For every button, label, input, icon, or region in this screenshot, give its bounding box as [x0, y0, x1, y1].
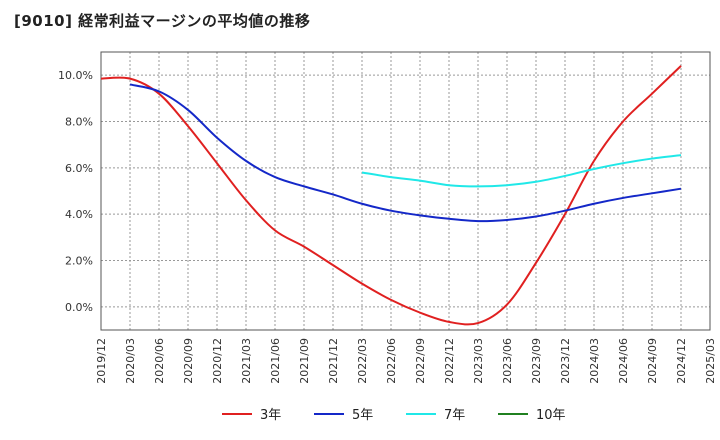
x-tick-label: 2022/03 — [356, 338, 369, 384]
x-tick-label: 2021/09 — [298, 338, 311, 384]
x-tick-label: 2020/03 — [124, 338, 137, 384]
y-tick-label: 4.0% — [65, 208, 93, 221]
x-tick-label: 2024/12 — [675, 338, 688, 384]
series-line-1 — [100, 65, 682, 326]
x-tick-label: 2022/12 — [443, 338, 456, 384]
y-axis: 0.0% 2.0% 4.0% 6.0% 8.0% 10.0% — [58, 69, 93, 314]
y-tick-label: 8.0% — [65, 116, 93, 129]
y-tick-label: 6.0% — [65, 162, 93, 175]
legend-label-2: 5年 — [352, 408, 373, 423]
x-tick-label: 2025/03 — [704, 338, 717, 384]
x-tick-label: 2021/12 — [327, 338, 340, 384]
x-tick-label: 2023/12 — [559, 338, 572, 384]
y-tick-label: 2.0% — [65, 255, 93, 268]
x-tick-label: 2021/03 — [240, 338, 253, 384]
series-line-3 — [361, 154, 682, 188]
x-tick-label: 2024/09 — [646, 338, 659, 384]
chart-title: [9010] 経常利益マージンの平均値の推移 — [14, 12, 311, 30]
series-lines — [100, 65, 682, 326]
grid-lines — [100, 52, 711, 330]
plot-area-frame — [100, 51, 711, 331]
legend: 3年 5年 7年 10年 — [222, 408, 566, 423]
legend-label-4: 10年 — [536, 408, 566, 423]
x-tick-label: 2023/06 — [501, 338, 514, 384]
series-line-2 — [129, 83, 682, 223]
x-axis: 2019/12 2020/03 2020/06 2020/09 2020/12 2021/… — [95, 338, 717, 384]
x-tick-label: 2019/12 — [95, 338, 108, 384]
x-tick-label: 2020/12 — [211, 338, 224, 384]
x-tick-label: 2020/06 — [153, 338, 166, 384]
x-tick-label: 2022/06 — [385, 338, 398, 384]
x-tick-label: 2020/09 — [182, 338, 195, 384]
x-tick-label: 2021/06 — [269, 338, 282, 384]
x-tick-label: 2023/09 — [530, 338, 543, 384]
y-tick-label: 0.0% — [65, 301, 93, 314]
legend-label-1: 3年 — [260, 408, 281, 423]
y-tick-label: 10.0% — [58, 69, 93, 82]
x-tick-label: 2024/06 — [617, 338, 630, 384]
x-tick-label: 2023/03 — [472, 338, 485, 384]
x-tick-label: 2024/03 — [588, 338, 601, 384]
legend-label-3: 7年 — [444, 408, 465, 423]
x-tick-label: 2022/09 — [414, 338, 427, 384]
